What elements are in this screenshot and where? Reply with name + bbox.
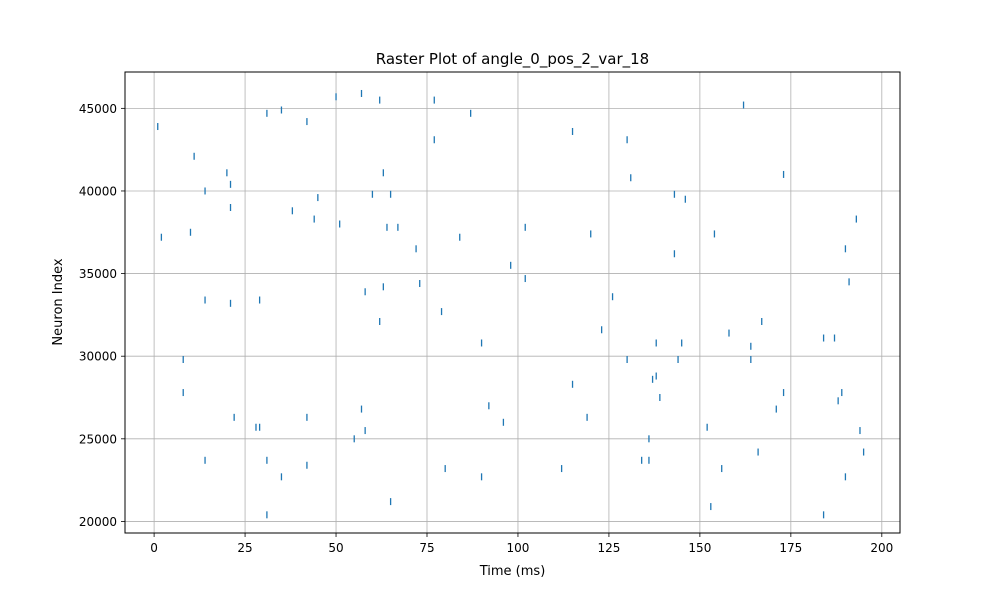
x-tick-label: 175 xyxy=(779,541,802,555)
x-tick-label: 150 xyxy=(688,541,711,555)
y-tick-label: 30000 xyxy=(79,350,117,364)
x-tick-label: 25 xyxy=(237,541,252,555)
x-tick-label: 200 xyxy=(870,541,893,555)
y-tick-label: 20000 xyxy=(79,515,117,529)
y-tick-label: 40000 xyxy=(79,184,117,198)
x-axis-ticks: 0 25 50 75 100 125 150 175 200 xyxy=(150,533,893,555)
y-tick-label: 35000 xyxy=(79,267,117,281)
y-tick-label: 45000 xyxy=(79,102,117,116)
grid-lines xyxy=(125,72,900,533)
spike-markers xyxy=(157,89,865,519)
x-tick-label: 75 xyxy=(419,541,434,555)
x-tick-label: 100 xyxy=(507,541,530,555)
plot-frame xyxy=(124,71,901,534)
y-axis-ticks: 20000 25000 30000 35000 40000 45000 xyxy=(79,102,125,529)
x-tick-label: 0 xyxy=(150,541,158,555)
chart-title: Raster Plot of angle_0_pos_2_var_18 xyxy=(376,50,649,69)
x-tick-label: 125 xyxy=(597,541,620,555)
y-axis-label: Neuron Index xyxy=(51,258,66,345)
x-tick-label: 50 xyxy=(328,541,343,555)
x-axis-label: Time (ms) xyxy=(479,564,546,579)
y-tick-label: 25000 xyxy=(79,432,117,446)
